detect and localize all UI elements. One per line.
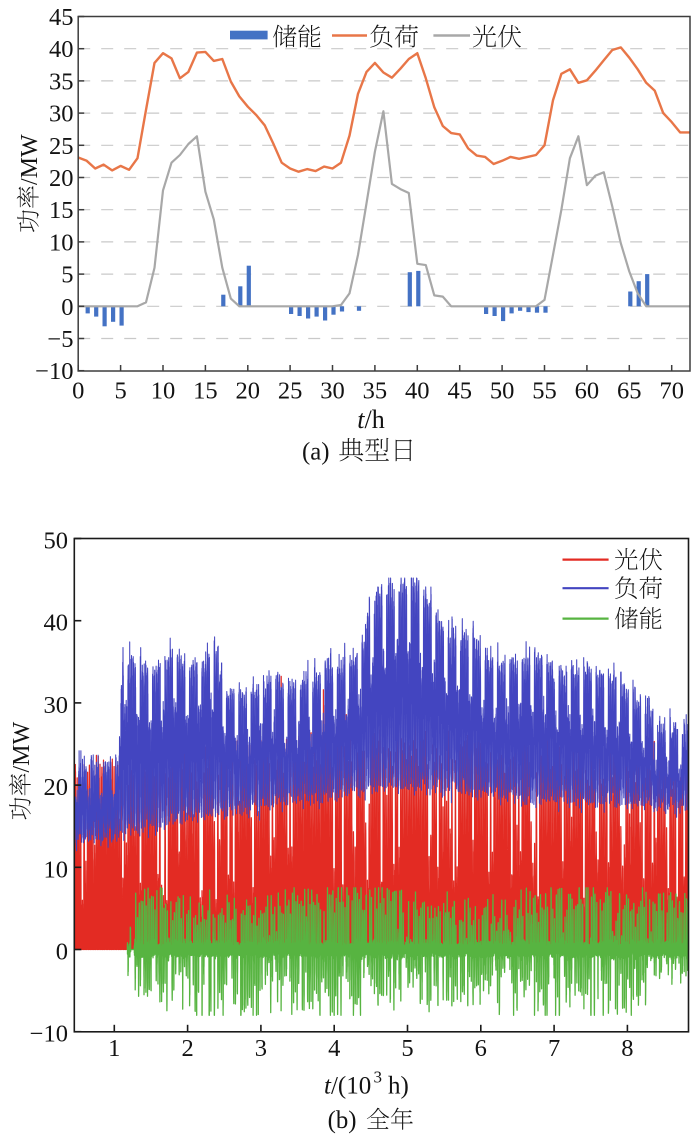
svg-text:−5: −5 — [47, 326, 73, 353]
svg-text:20: 20 — [49, 165, 74, 192]
svg-text:5: 5 — [114, 378, 126, 405]
svg-text:/MW: /MW — [17, 134, 43, 185]
svg-text:25: 25 — [49, 133, 74, 160]
svg-text:10: 10 — [49, 229, 74, 256]
svg-text:20: 20 — [44, 774, 69, 801]
svg-text:−10: −10 — [30, 1021, 68, 1048]
svg-text:10: 10 — [151, 378, 176, 405]
svg-text:30: 30 — [49, 101, 74, 128]
svg-text:40: 40 — [49, 36, 74, 63]
svg-text:h): h) — [388, 1073, 409, 1100]
svg-text:30: 30 — [44, 692, 69, 719]
svg-text:45: 45 — [447, 378, 472, 405]
svg-text:1: 1 — [108, 1035, 120, 1062]
svg-text:5: 5 — [401, 1035, 413, 1062]
svg-text:35: 35 — [49, 68, 74, 95]
svg-text:3: 3 — [255, 1035, 267, 1062]
svg-text:2: 2 — [181, 1035, 193, 1062]
svg-text:3: 3 — [374, 1068, 383, 1087]
svg-text:0: 0 — [61, 294, 73, 321]
svg-text:t/h: t/h — [357, 405, 384, 434]
svg-text:15: 15 — [49, 197, 74, 224]
svg-text:0: 0 — [56, 939, 68, 966]
svg-text:15: 15 — [193, 378, 218, 405]
svg-text:6: 6 — [475, 1035, 487, 1062]
svg-text:40: 40 — [44, 610, 69, 637]
svg-text:0: 0 — [72, 378, 84, 405]
svg-text:70: 70 — [659, 378, 684, 405]
svg-text:8: 8 — [621, 1035, 633, 1062]
svg-text:55: 55 — [532, 378, 557, 405]
svg-text:50: 50 — [44, 528, 69, 555]
svg-text:35: 35 — [363, 378, 388, 405]
svg-text:/MW: /MW — [9, 721, 35, 772]
svg-text:30: 30 — [320, 378, 345, 405]
svg-text:−10: −10 — [35, 358, 73, 385]
svg-text:t/(10: t/(10 — [324, 1073, 371, 1100]
svg-text:10: 10 — [44, 856, 69, 883]
svg-text:25: 25 — [278, 378, 303, 405]
svg-text:20: 20 — [236, 378, 261, 405]
svg-text:(a): (a) — [302, 439, 330, 466]
svg-text:4: 4 — [328, 1035, 340, 1062]
svg-text:5: 5 — [61, 262, 73, 289]
svg-text:45: 45 — [49, 4, 74, 31]
svg-text:65: 65 — [617, 378, 642, 405]
svg-text:40: 40 — [405, 378, 430, 405]
svg-text:(b): (b) — [328, 1107, 357, 1134]
svg-text:50: 50 — [490, 378, 515, 405]
svg-text:7: 7 — [548, 1035, 560, 1062]
svg-text:60: 60 — [575, 378, 600, 405]
